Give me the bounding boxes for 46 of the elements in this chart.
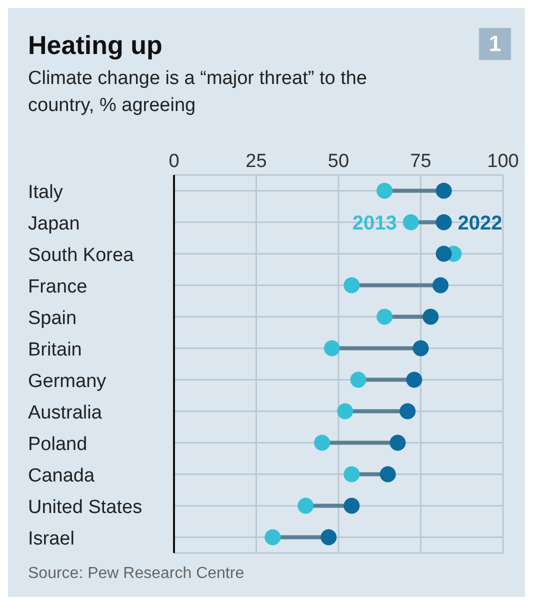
point bbox=[376, 182, 393, 199]
y-tick-label: France bbox=[28, 276, 88, 298]
y-tick-label: Britain bbox=[28, 339, 82, 360]
point bbox=[436, 246, 452, 262]
point bbox=[406, 372, 422, 388]
source-note: Source: Pew Research Centre bbox=[27, 565, 246, 583]
y-tick-label: Japan bbox=[28, 213, 80, 234]
series-label: 2013 bbox=[352, 212, 397, 234]
chart-title: Heating up bbox=[28, 30, 162, 60]
chart-subtitle: Climate change is a “major threat” to the country, % agreeing bbox=[27, 67, 368, 118]
x-tick-label: 50 bbox=[328, 151, 350, 172]
x-tick-label: 100 bbox=[487, 151, 519, 172]
point bbox=[344, 498, 360, 514]
y-tick-label: South Korea bbox=[28, 244, 134, 266]
y-tick-label: Germany bbox=[28, 370, 107, 392]
point bbox=[320, 529, 337, 546]
series-label: 2022 bbox=[458, 212, 502, 234]
x-tick-label: 0 bbox=[168, 151, 180, 172]
x-tick-label: 75 bbox=[410, 151, 432, 172]
point bbox=[412, 340, 429, 356]
point bbox=[344, 277, 360, 294]
y-tick-label: Israel bbox=[28, 528, 74, 550]
point bbox=[350, 372, 366, 388]
point bbox=[422, 308, 439, 325]
point bbox=[436, 214, 452, 230]
point bbox=[436, 182, 452, 199]
y-tick-label: Poland bbox=[28, 434, 88, 455]
point bbox=[380, 466, 396, 482]
point bbox=[400, 403, 416, 420]
point bbox=[298, 498, 314, 514]
text: 1 bbox=[479, 28, 511, 60]
point bbox=[324, 340, 340, 356]
y-tick-label: United States bbox=[28, 496, 142, 518]
point bbox=[432, 277, 448, 294]
point bbox=[402, 214, 419, 230]
point bbox=[337, 403, 354, 420]
point bbox=[376, 308, 393, 325]
point bbox=[314, 434, 330, 451]
point bbox=[264, 529, 281, 546]
point bbox=[344, 466, 360, 482]
x-tick-label: 25 bbox=[246, 151, 267, 172]
y-tick-label: Italy bbox=[28, 182, 64, 203]
y-tick-label: Spain bbox=[28, 308, 77, 329]
y-tick-label: Australia bbox=[28, 402, 102, 424]
point bbox=[390, 434, 406, 451]
y-tick-label: Canada bbox=[28, 465, 95, 486]
